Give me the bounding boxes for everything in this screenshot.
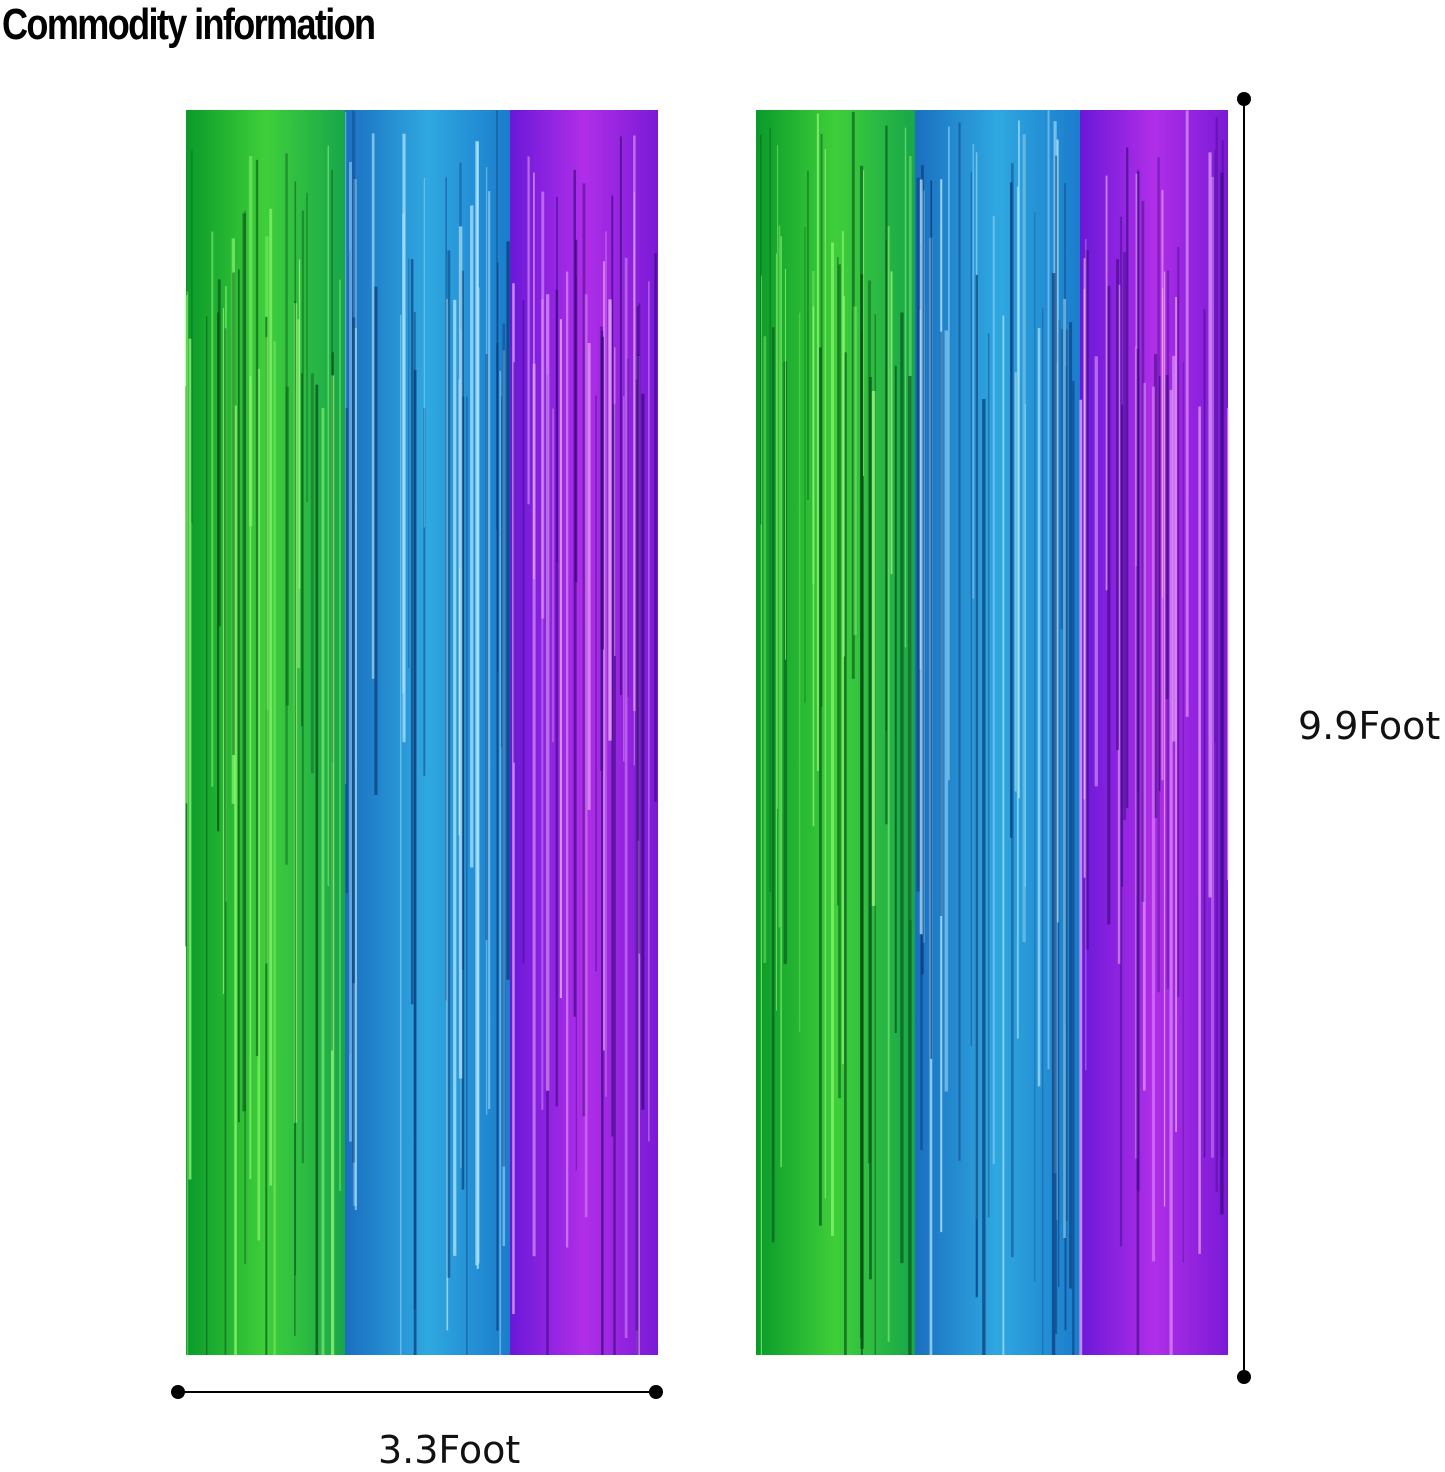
curtain-band xyxy=(345,110,510,1355)
height-label: 9.9Foot xyxy=(1298,704,1441,748)
curtains xyxy=(184,110,1230,1355)
dot xyxy=(1237,92,1251,106)
dot xyxy=(171,1385,185,1399)
curtain-band xyxy=(756,110,915,1355)
page-title: Commodity information xyxy=(2,0,376,49)
dot xyxy=(649,1385,663,1399)
width-label: 3.3Foot xyxy=(378,1428,521,1472)
dot xyxy=(1237,1370,1251,1384)
